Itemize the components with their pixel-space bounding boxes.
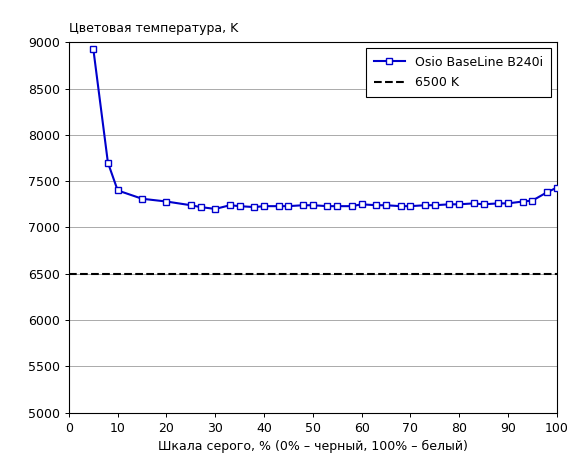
- 6500 K: [65, 271, 72, 277]
- Osio BaseLine B240i: [197, 204, 204, 210]
- Line: Osio BaseLine B240i: Osio BaseLine B240i: [91, 46, 560, 212]
- Osio BaseLine B240i: [470, 201, 477, 206]
- Osio BaseLine B240i: [382, 203, 389, 208]
- Osio BaseLine B240i: [275, 204, 282, 209]
- Osio BaseLine B240i: [333, 204, 340, 209]
- Osio BaseLine B240i: [456, 202, 463, 207]
- Osio BaseLine B240i: [104, 160, 111, 166]
- 6500 K: [70, 271, 77, 277]
- Osio BaseLine B240i: [373, 203, 379, 208]
- Osio BaseLine B240i: [495, 201, 502, 206]
- Osio BaseLine B240i: [324, 204, 331, 209]
- Osio BaseLine B240i: [529, 198, 536, 204]
- Osio BaseLine B240i: [505, 201, 511, 206]
- Osio BaseLine B240i: [348, 204, 355, 209]
- Osio BaseLine B240i: [163, 199, 170, 204]
- Osio BaseLine B240i: [90, 46, 96, 52]
- Osio BaseLine B240i: [300, 203, 307, 208]
- Legend: Osio BaseLine B240i, 6500 K: Osio BaseLine B240i, 6500 K: [366, 48, 550, 97]
- Osio BaseLine B240i: [261, 204, 267, 209]
- Text: Цветовая температура, K: Цветовая температура, K: [69, 22, 238, 35]
- Osio BaseLine B240i: [553, 185, 560, 190]
- Osio BaseLine B240i: [187, 203, 194, 208]
- Osio BaseLine B240i: [139, 196, 146, 202]
- Osio BaseLine B240i: [226, 203, 233, 208]
- Osio BaseLine B240i: [421, 203, 428, 208]
- Osio BaseLine B240i: [519, 199, 526, 204]
- Osio BaseLine B240i: [432, 203, 439, 208]
- Osio BaseLine B240i: [251, 204, 258, 210]
- Osio BaseLine B240i: [480, 202, 487, 207]
- Osio BaseLine B240i: [212, 206, 219, 212]
- X-axis label: Шкала серого, % (0% – черный, 100% – белый): Шкала серого, % (0% – черный, 100% – бел…: [158, 440, 468, 454]
- Osio BaseLine B240i: [114, 188, 121, 193]
- Osio BaseLine B240i: [397, 204, 404, 209]
- Osio BaseLine B240i: [446, 202, 453, 207]
- Osio BaseLine B240i: [285, 204, 292, 209]
- Osio BaseLine B240i: [544, 189, 550, 195]
- Osio BaseLine B240i: [309, 203, 316, 208]
- Osio BaseLine B240i: [236, 204, 243, 209]
- Osio BaseLine B240i: [358, 202, 365, 207]
- Osio BaseLine B240i: [407, 204, 414, 209]
